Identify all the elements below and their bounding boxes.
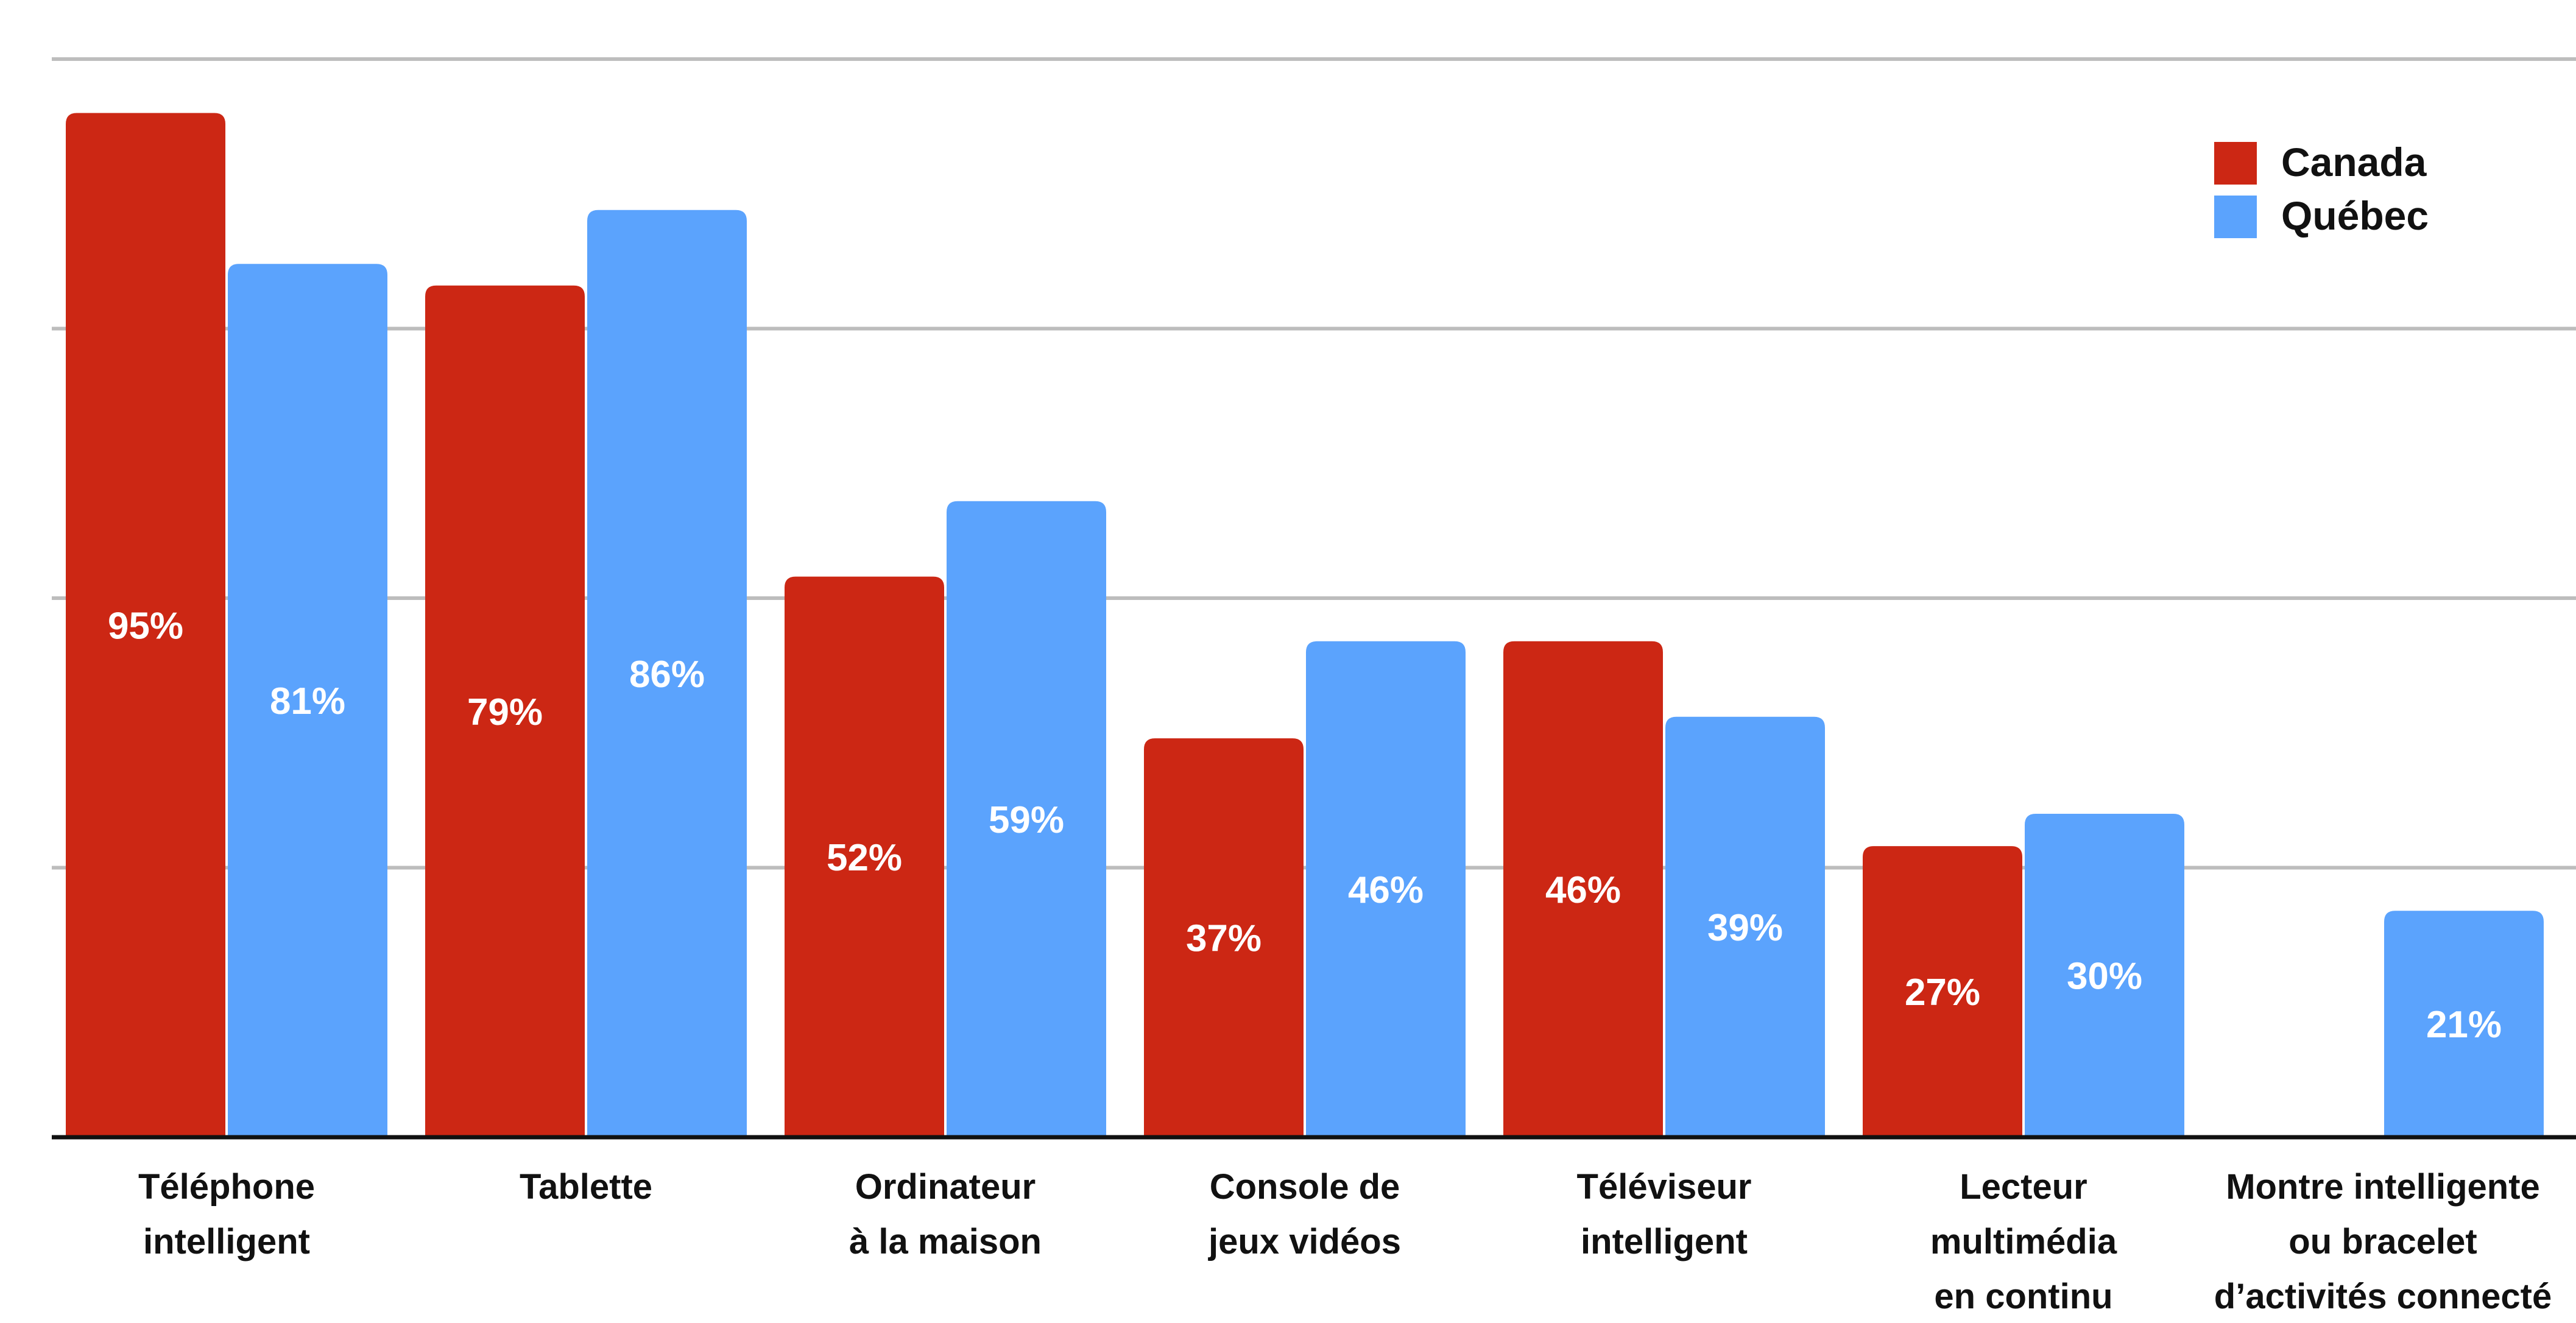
bar-qubec-4 (1665, 716, 1825, 1137)
bar-qubec-3 (1306, 641, 1466, 1137)
category-label: Montre intelligente ou bracelet d’activité… (2214, 1167, 2552, 1316)
legend-swatch-canada (2214, 142, 2257, 185)
bar-value-label: 81% (270, 680, 345, 722)
bar-value-label: 95% (108, 605, 183, 647)
bar-value-label: 46% (1545, 869, 1621, 911)
bar-qubec-5 (2025, 814, 2184, 1137)
bar-canada-5 (1863, 846, 2022, 1137)
bar-value-label: 37% (1186, 918, 1262, 960)
category-labels: Téléphone intelligent Tablette Ordinateur à … (138, 1167, 2552, 1316)
bar-value-label: 46% (1348, 869, 1424, 911)
legend-swatch-qubec (2214, 196, 2257, 238)
category-label: Console de jeux vidéos (1208, 1167, 1401, 1261)
legend-label: Québec (2281, 193, 2429, 238)
category-label: Téléviseur intelligent (1577, 1167, 1752, 1261)
bar-value-label: 21% (2426, 1004, 2502, 1046)
bar-qubec-1 (587, 210, 747, 1137)
category-label: Tablette (520, 1167, 652, 1207)
bar-value-label: 86% (629, 654, 705, 696)
bar-value-label: 30% (2067, 956, 2142, 998)
bar-qubec-2 (947, 501, 1106, 1138)
legend: Canada Québec (2214, 139, 2429, 238)
category-label: Lecteur multimédia en continu (1930, 1167, 2117, 1316)
bar-qubec-6 (2384, 911, 2544, 1137)
bar-canada-0 (66, 113, 225, 1137)
bar-value-label: 59% (989, 799, 1064, 841)
category-label: Ordinateur à la maison (849, 1167, 1042, 1261)
legend-label: Canada (2281, 139, 2427, 185)
category-label: Téléphone intelligent (138, 1167, 315, 1261)
bars (66, 113, 2544, 1138)
bar-qubec-0 (228, 264, 387, 1137)
bar-value-label: 79% (467, 691, 543, 733)
bar-value-label: 52% (827, 837, 902, 879)
bar-canada-1 (425, 285, 585, 1138)
bar-value-label: 27% (1905, 972, 1980, 1014)
bar-canada-2 (785, 576, 944, 1137)
bar-canada-4 (1503, 641, 1663, 1137)
bar-value-labels: 95% 81% 79% 86% 52% 59% 37% 46% 46% 39% 27% 30% 21% (108, 605, 2502, 1046)
bar-canada-3 (1144, 738, 1304, 1137)
bar-value-label: 39% (1707, 907, 1783, 949)
